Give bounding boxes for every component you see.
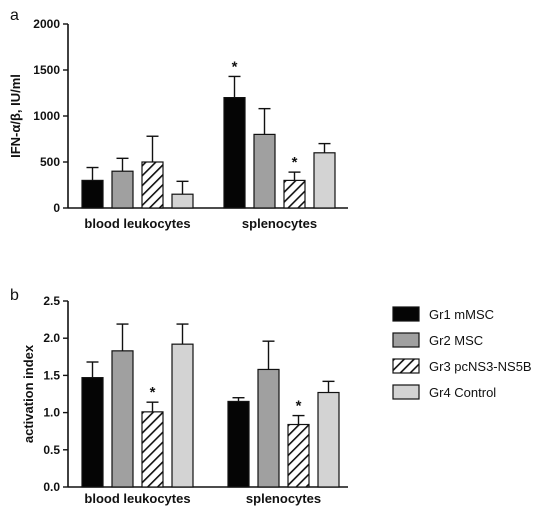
bar [313, 152, 336, 209]
bar [171, 193, 194, 209]
bar [223, 96, 246, 209]
y-axis-label: IFN-α/β, IU/ml [8, 74, 23, 158]
bar [141, 161, 164, 209]
bar [81, 377, 104, 488]
legend-swatch [392, 384, 420, 400]
legend-entry: Gr2 MSC [429, 333, 483, 348]
panel-a: a 0 500 1000 1500 2000 IFN-α/β, IU/ml blood leu… [8, 7, 348, 231]
panel-label: a [10, 7, 19, 24]
significance-star: * [296, 398, 302, 415]
bar [111, 350, 134, 488]
bar [257, 368, 280, 488]
y-tick-label: 1.5 [43, 368, 60, 382]
bar [111, 170, 134, 209]
bar [81, 179, 104, 209]
bar [141, 411, 164, 488]
y-tick-label: 2.0 [43, 331, 60, 345]
bar [171, 343, 194, 488]
y-tick-label: 2.5 [43, 294, 60, 308]
legend-entry: Gr4 Control [429, 385, 496, 400]
significance-star: * [150, 384, 156, 401]
y-tick-label: 0.5 [43, 443, 60, 457]
y-tick-label: 1500 [33, 63, 60, 77]
panel-label: b [10, 287, 19, 304]
y-tick-label: 1000 [33, 109, 60, 123]
y-tick-label: 1.0 [43, 406, 60, 420]
bar [317, 391, 340, 488]
y-tick-label: 0 [53, 201, 60, 215]
significance-star: * [292, 154, 298, 171]
bar [227, 400, 250, 488]
legend: Gr1 mMSC Gr2 MSC Gr3 pcNS3-NS5B Gr4 Control [392, 306, 532, 400]
category-label: blood leukocytes [84, 491, 190, 506]
panel-b: b 0.0 0.5 1.0 1.5 2.0 2.5 activation index * bloo… [10, 287, 348, 506]
legend-entry: Gr1 mMSC [429, 307, 494, 322]
bar [283, 179, 306, 209]
category-label: splenocytes [242, 216, 317, 231]
y-axis-label: activation index [21, 344, 36, 443]
legend-entry: Gr3 pcNS3-NS5B [429, 359, 532, 374]
bar [287, 423, 310, 488]
y-tick-label: 2000 [33, 17, 60, 31]
y-tick-label: 500 [40, 155, 60, 169]
category-label: blood leukocytes [84, 216, 190, 231]
y-tick-label: 0.0 [43, 480, 60, 494]
legend-swatch [392, 332, 420, 348]
legend-swatch [392, 358, 420, 374]
bar [253, 133, 276, 209]
legend-swatch [392, 306, 420, 322]
category-label: splenocytes [246, 491, 321, 506]
significance-star: * [232, 58, 238, 75]
